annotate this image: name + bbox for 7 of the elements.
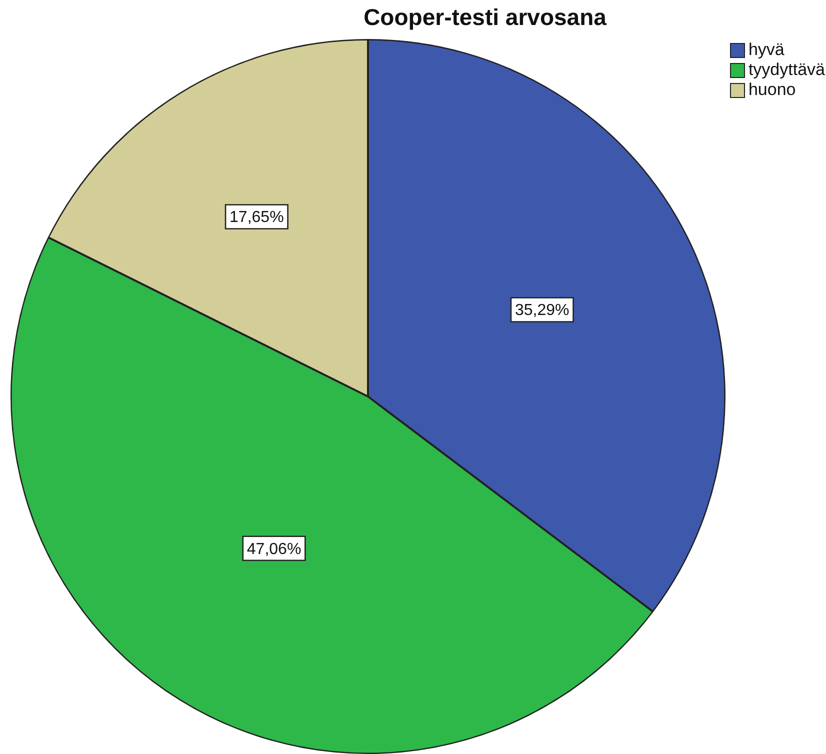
legend-label: hyvä bbox=[748, 40, 784, 60]
legend-label: huono bbox=[748, 80, 796, 100]
chart-title: Cooper-testi arvosana bbox=[364, 3, 606, 31]
data-label: 17,65% bbox=[230, 209, 284, 226]
data-label: 35,29% bbox=[514, 302, 570, 320]
legend-label: tyydyttävä bbox=[748, 60, 825, 80]
data-label: 47,06% bbox=[246, 540, 302, 558]
